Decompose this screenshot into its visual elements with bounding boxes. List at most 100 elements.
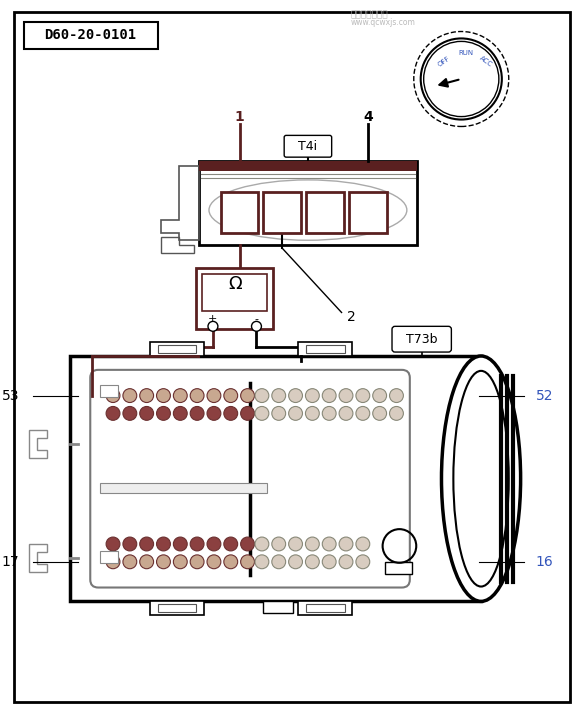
FancyBboxPatch shape bbox=[199, 161, 417, 245]
Text: 2: 2 bbox=[346, 311, 356, 324]
Ellipse shape bbox=[441, 356, 521, 601]
Circle shape bbox=[306, 555, 319, 569]
Circle shape bbox=[288, 406, 302, 421]
Circle shape bbox=[323, 555, 336, 569]
Circle shape bbox=[156, 388, 170, 403]
Text: www.qcwxjs.com: www.qcwxjs.com bbox=[350, 18, 415, 27]
Text: 1: 1 bbox=[234, 109, 244, 124]
Circle shape bbox=[241, 406, 255, 421]
FancyBboxPatch shape bbox=[149, 342, 204, 356]
FancyBboxPatch shape bbox=[71, 356, 481, 601]
Circle shape bbox=[173, 537, 187, 551]
FancyBboxPatch shape bbox=[157, 345, 196, 353]
FancyBboxPatch shape bbox=[350, 192, 387, 233]
Circle shape bbox=[207, 555, 221, 569]
Circle shape bbox=[323, 388, 336, 403]
Circle shape bbox=[241, 388, 255, 403]
Circle shape bbox=[207, 537, 221, 551]
FancyBboxPatch shape bbox=[149, 601, 204, 615]
Circle shape bbox=[424, 41, 499, 116]
Circle shape bbox=[339, 555, 353, 569]
Text: D60-20-0101: D60-20-0101 bbox=[44, 29, 136, 42]
FancyBboxPatch shape bbox=[263, 601, 293, 613]
Text: 4: 4 bbox=[364, 109, 373, 124]
Circle shape bbox=[123, 537, 137, 551]
Text: RUN: RUN bbox=[459, 50, 474, 56]
Circle shape bbox=[306, 388, 319, 403]
Circle shape bbox=[421, 39, 502, 119]
FancyBboxPatch shape bbox=[306, 345, 345, 353]
Circle shape bbox=[339, 388, 353, 403]
Circle shape bbox=[190, 537, 204, 551]
Text: 16: 16 bbox=[536, 555, 553, 569]
Circle shape bbox=[106, 406, 120, 421]
FancyBboxPatch shape bbox=[90, 370, 410, 588]
Text: -: - bbox=[255, 314, 258, 324]
Circle shape bbox=[140, 537, 153, 551]
Circle shape bbox=[255, 388, 269, 403]
Ellipse shape bbox=[453, 371, 509, 586]
Circle shape bbox=[123, 555, 137, 569]
Circle shape bbox=[156, 537, 170, 551]
Circle shape bbox=[306, 406, 319, 421]
Circle shape bbox=[224, 388, 237, 403]
FancyBboxPatch shape bbox=[100, 551, 118, 563]
Circle shape bbox=[272, 555, 285, 569]
Circle shape bbox=[272, 388, 285, 403]
Text: Ω: Ω bbox=[228, 275, 241, 293]
Text: +: + bbox=[208, 314, 218, 324]
Circle shape bbox=[173, 555, 187, 569]
Circle shape bbox=[106, 555, 120, 569]
Circle shape bbox=[140, 555, 153, 569]
Circle shape bbox=[373, 388, 387, 403]
Circle shape bbox=[140, 388, 153, 403]
Circle shape bbox=[288, 537, 302, 551]
FancyBboxPatch shape bbox=[298, 601, 353, 615]
Circle shape bbox=[356, 537, 370, 551]
FancyBboxPatch shape bbox=[100, 483, 267, 493]
Circle shape bbox=[123, 388, 137, 403]
Circle shape bbox=[123, 406, 137, 421]
Circle shape bbox=[373, 406, 387, 421]
Text: OFF: OFF bbox=[436, 55, 450, 68]
FancyBboxPatch shape bbox=[157, 604, 196, 612]
Text: 52: 52 bbox=[536, 388, 553, 403]
Circle shape bbox=[224, 537, 237, 551]
Circle shape bbox=[255, 537, 269, 551]
Circle shape bbox=[288, 388, 302, 403]
FancyBboxPatch shape bbox=[263, 192, 301, 233]
Circle shape bbox=[207, 406, 221, 421]
Circle shape bbox=[356, 406, 370, 421]
Circle shape bbox=[288, 555, 302, 569]
FancyBboxPatch shape bbox=[202, 274, 267, 311]
Text: T73b: T73b bbox=[406, 333, 438, 346]
Circle shape bbox=[306, 537, 319, 551]
Circle shape bbox=[255, 406, 269, 421]
Circle shape bbox=[156, 406, 170, 421]
Circle shape bbox=[106, 537, 120, 551]
Circle shape bbox=[251, 321, 262, 331]
Text: ACC: ACC bbox=[478, 55, 493, 68]
Circle shape bbox=[272, 406, 285, 421]
Circle shape bbox=[255, 555, 269, 569]
FancyBboxPatch shape bbox=[306, 192, 343, 233]
Circle shape bbox=[173, 388, 187, 403]
FancyBboxPatch shape bbox=[100, 385, 118, 396]
Text: 汽车维修技术网: 汽车维修技术网 bbox=[350, 10, 388, 19]
Circle shape bbox=[323, 537, 336, 551]
Circle shape bbox=[339, 406, 353, 421]
FancyBboxPatch shape bbox=[199, 161, 417, 171]
Circle shape bbox=[356, 388, 370, 403]
FancyBboxPatch shape bbox=[284, 136, 332, 157]
Circle shape bbox=[140, 406, 153, 421]
Text: T4i: T4i bbox=[298, 140, 317, 153]
Circle shape bbox=[190, 555, 204, 569]
Circle shape bbox=[390, 406, 404, 421]
Circle shape bbox=[190, 406, 204, 421]
Circle shape bbox=[207, 388, 221, 403]
Circle shape bbox=[356, 555, 370, 569]
FancyBboxPatch shape bbox=[306, 604, 345, 612]
Circle shape bbox=[190, 388, 204, 403]
Circle shape bbox=[224, 406, 237, 421]
FancyBboxPatch shape bbox=[24, 21, 157, 49]
